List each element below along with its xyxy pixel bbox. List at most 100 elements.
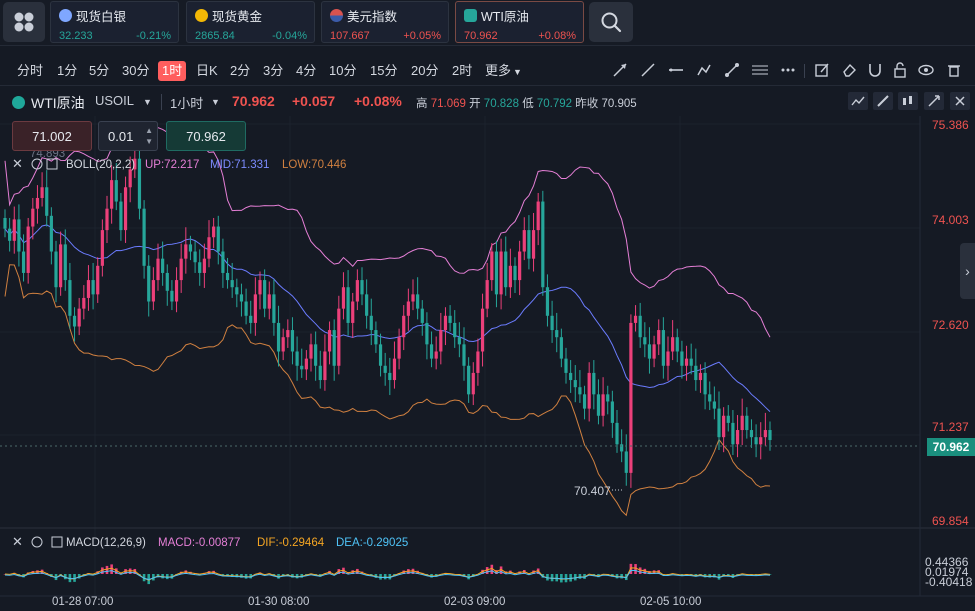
interval-label[interactable]: 1小时 xyxy=(170,96,204,111)
macd-histogram-bar xyxy=(717,574,721,580)
symbol-code[interactable]: USOIL xyxy=(95,93,135,108)
tf-tick[interactable]: 分时 xyxy=(17,63,44,78)
price-tick: 71.237 xyxy=(932,420,969,434)
ticker-wti[interactable]: WTI原油 70.962 +0.08% xyxy=(455,1,584,43)
candle-body xyxy=(286,330,290,338)
segment-tool-icon[interactable] xyxy=(723,61,741,79)
magnet-icon[interactable] xyxy=(866,61,884,79)
candle-body xyxy=(731,422,735,445)
candle-body xyxy=(281,337,285,352)
candle-body xyxy=(31,208,35,227)
macd-histogram-bar xyxy=(564,574,568,583)
time-tick: 01-30 08:00 xyxy=(248,596,309,608)
dif-value: DIF:-0.29464 xyxy=(257,537,325,549)
more-tools-icon[interactable] xyxy=(779,61,797,79)
candle-body xyxy=(601,394,605,416)
hide-macd-icon[interactable]: ✕ xyxy=(12,534,23,549)
candle-body xyxy=(128,169,132,188)
candle-body xyxy=(624,451,628,473)
candle-body xyxy=(193,251,197,263)
macd-histogram-bar xyxy=(101,567,104,574)
macd-tick: 0.44366 xyxy=(925,555,969,569)
trend-line-icon[interactable] xyxy=(639,61,657,79)
fullscreen-button[interactable] xyxy=(924,92,944,110)
candle-body xyxy=(587,372,591,409)
bollinger-bands xyxy=(4,126,771,517)
candle-body xyxy=(119,201,123,231)
hide-boll-icon[interactable]: ✕ xyxy=(12,156,23,171)
draw-button[interactable] xyxy=(873,92,893,110)
interval-caret-icon[interactable]: ▼ xyxy=(211,97,220,107)
macd-legend: ✕ MACD(12,26,9) MACD:-0.00877 DIF:-0.294… xyxy=(12,534,408,549)
candle-body xyxy=(17,219,21,252)
macd-settings-icon[interactable] xyxy=(31,536,43,548)
boll-toggle-icon[interactable] xyxy=(46,158,58,170)
candle-body xyxy=(569,372,573,381)
tf-1d[interactable]: 日K xyxy=(196,63,218,78)
price-chart[interactable]: 75.386 74.003 72.620 71.237 69.854 0.443… xyxy=(0,116,975,611)
candle-body xyxy=(620,444,624,452)
candle-body xyxy=(96,265,100,295)
macd-histogram-bar xyxy=(142,574,146,582)
tf-4m[interactable]: 4分 xyxy=(296,63,317,78)
candle-body xyxy=(346,287,350,323)
tf-20m[interactable]: 20分 xyxy=(411,63,439,78)
ticker-usd-index[interactable]: 美元指数 107.667 +0.05% xyxy=(321,1,449,43)
fibonacci-tool-icon[interactable] xyxy=(751,61,769,79)
tf-2h[interactable]: 2时 xyxy=(452,63,473,78)
candle-body xyxy=(717,408,721,438)
close-icon xyxy=(955,96,965,106)
candle-body xyxy=(267,294,271,309)
lot-input[interactable]: 0.01 ▲ ▼ xyxy=(98,121,158,151)
candle-body xyxy=(467,365,471,395)
candle-body xyxy=(522,230,526,252)
lot-stepper-icon[interactable]: ▲ ▼ xyxy=(145,126,153,146)
candle-body xyxy=(258,280,262,295)
tf-5m[interactable]: 5分 xyxy=(89,63,110,78)
ticker-gold[interactable]: 现货黄金 2865.84 -0.04% xyxy=(186,1,315,43)
tf-30m[interactable]: 30分 xyxy=(122,63,150,78)
sell-price-box[interactable]: 71.002 xyxy=(12,121,92,151)
eye-icon[interactable] xyxy=(917,61,935,79)
delete-icon[interactable] xyxy=(945,61,963,79)
boll-up-value: UP:72.217 xyxy=(145,159,199,171)
side-panel-toggle[interactable]: › xyxy=(960,243,975,299)
macd-toggle-icon[interactable] xyxy=(51,536,63,548)
us-flag-icon xyxy=(330,9,343,22)
candle-body xyxy=(657,330,661,345)
ray-tool-icon[interactable] xyxy=(611,61,629,79)
tf-2m[interactable]: 2分 xyxy=(230,63,251,78)
ticker-price: 70.962 xyxy=(464,30,498,42)
candle-style-button[interactable] xyxy=(898,92,918,110)
tf-more[interactable]: 更多 ▼ xyxy=(485,63,522,78)
candle-body xyxy=(142,208,146,266)
ticker-silver[interactable]: 现货白银 32.233 -0.21% xyxy=(50,1,179,43)
candle-body xyxy=(351,301,355,323)
tf-15m[interactable]: 15分 xyxy=(370,63,398,78)
polyline-tool-icon[interactable] xyxy=(695,61,713,79)
tf-3m[interactable]: 3分 xyxy=(263,63,284,78)
macd-histogram-bar xyxy=(555,574,559,582)
oil-icon xyxy=(464,9,477,22)
candle-body xyxy=(369,315,373,331)
candle-body xyxy=(161,258,165,273)
close-chart-button[interactable] xyxy=(950,92,970,110)
tf-1h[interactable]: 1时 xyxy=(158,61,187,81)
dea-value: DEA:-0.29025 xyxy=(336,537,408,549)
horizontal-line-icon[interactable] xyxy=(667,61,685,79)
symbol-caret-icon[interactable]: ▼ xyxy=(143,97,152,107)
search-button[interactable] xyxy=(589,2,633,42)
boll-settings-icon[interactable] xyxy=(31,158,43,170)
candle-body xyxy=(82,297,86,309)
eraser-icon[interactable] xyxy=(840,61,858,79)
candle-body xyxy=(235,287,239,295)
lock-icon[interactable] xyxy=(891,61,909,79)
buy-price-box[interactable]: 70.962 xyxy=(166,121,246,151)
candle-body xyxy=(86,280,91,298)
symbol-name[interactable]: WTI原油 xyxy=(31,95,85,111)
tf-1m[interactable]: 1分 xyxy=(57,63,78,78)
app-menu-button[interactable] xyxy=(3,2,45,42)
tf-10m[interactable]: 10分 xyxy=(329,63,357,78)
chart-type-button[interactable] xyxy=(848,92,868,110)
edit-note-icon[interactable] xyxy=(813,61,831,79)
